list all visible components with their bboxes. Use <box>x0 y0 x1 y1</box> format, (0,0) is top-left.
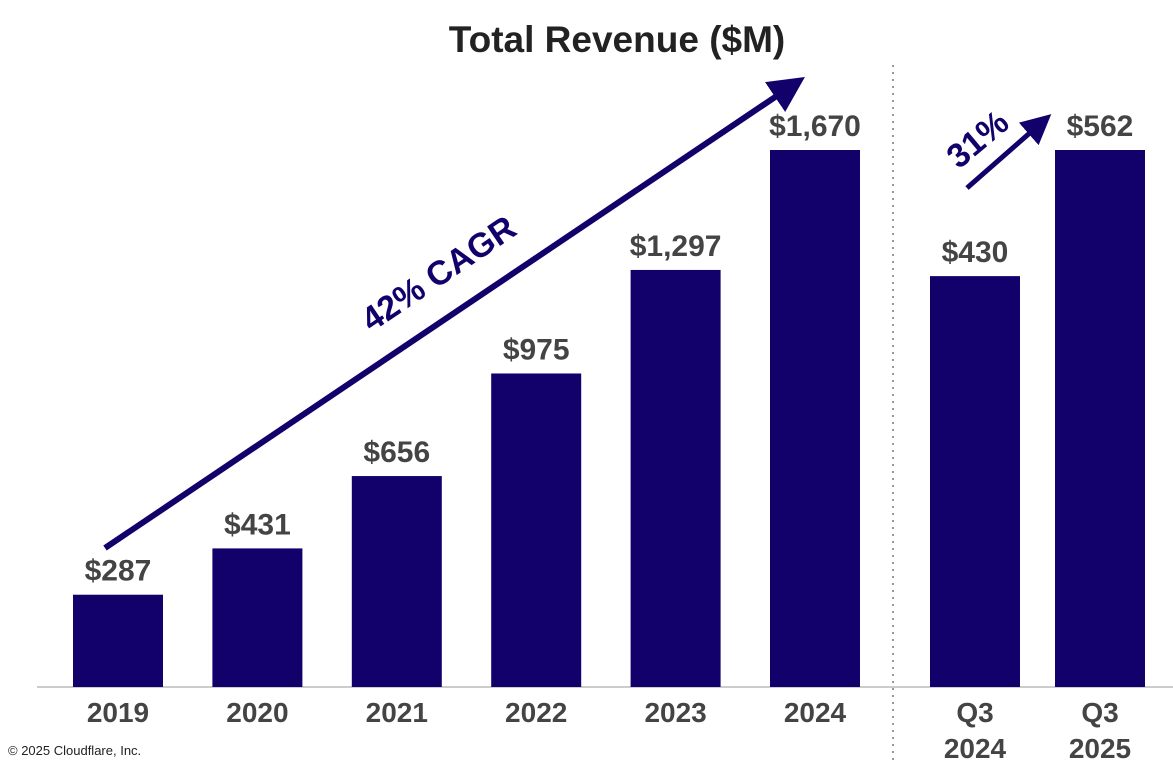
copyright-footer: © 2025 Cloudflare, Inc. <box>8 743 142 758</box>
bar-y4 <box>630 269 721 687</box>
x-tick-label: 2024 <box>784 697 847 728</box>
bar-y2 <box>351 476 442 687</box>
bar-y1 <box>212 548 303 687</box>
data-label: $430 <box>942 236 1009 269</box>
data-label: $562 <box>1067 110 1134 143</box>
x-tick-label: 2022 <box>505 697 567 728</box>
growth-annotation: 31% <box>940 103 1017 176</box>
bar-y5 <box>770 150 860 687</box>
x-tick-label: 2024 <box>944 733 1007 764</box>
cagr-annotation: 42% CAGR <box>355 208 523 339</box>
cagr-arrow <box>103 76 805 551</box>
growth-arrow <box>965 114 1052 190</box>
data-label: $1,297 <box>630 230 722 263</box>
bar-q1 <box>1055 150 1145 687</box>
x-tick-label: 2025 <box>1069 733 1131 764</box>
data-label: $975 <box>503 333 570 366</box>
bar-y3 <box>491 373 582 687</box>
x-tick-label: Q3 <box>956 697 993 728</box>
bar-q0 <box>930 276 1020 687</box>
data-label: $431 <box>224 508 291 541</box>
bar-y0 <box>73 594 163 687</box>
x-tick-label: Q3 <box>1081 697 1118 728</box>
x-tick-label: 2023 <box>644 697 706 728</box>
chart-title: Total Revenue ($M) <box>449 19 785 60</box>
x-tick-label: 2021 <box>366 697 428 728</box>
data-label: $656 <box>363 436 430 469</box>
data-label: $287 <box>85 555 152 588</box>
data-label: $1,670 <box>769 110 861 143</box>
x-tick-label: 2020 <box>226 697 288 728</box>
x-tick-label: 2019 <box>87 697 149 728</box>
